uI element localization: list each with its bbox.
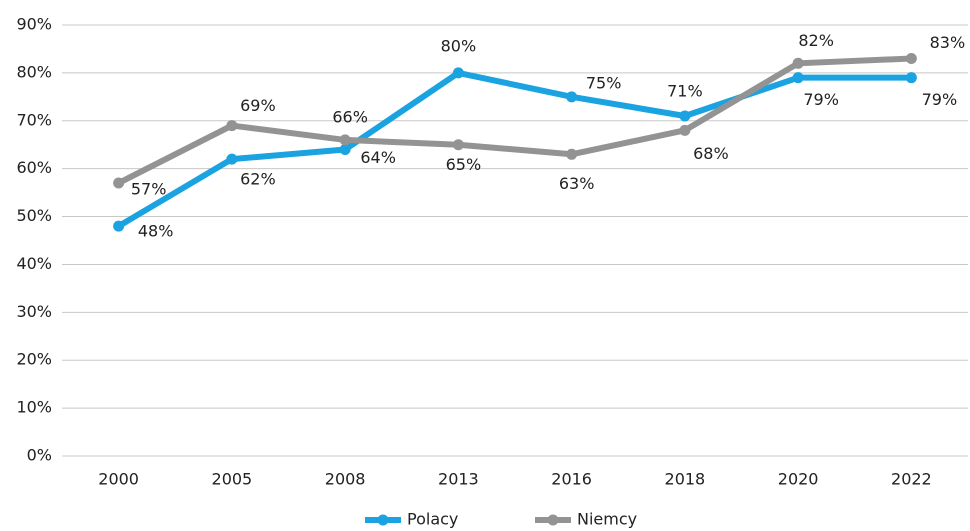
data-label: 83% — [930, 33, 966, 52]
y-tick-label: 60% — [16, 158, 52, 177]
legend-marker — [547, 514, 559, 526]
y-tick-label: 50% — [16, 206, 52, 225]
y-tick-label: 0% — [27, 446, 52, 465]
x-tick-label: 2016 — [551, 470, 592, 489]
data-point — [226, 120, 238, 132]
data-label: 79% — [803, 90, 839, 109]
data-point — [792, 57, 804, 69]
series-line — [117, 69, 912, 229]
x-tick-label: 2005 — [212, 470, 253, 489]
data-point — [679, 110, 691, 122]
data-point — [339, 134, 351, 146]
data-point — [792, 72, 804, 84]
y-tick-label: 80% — [16, 62, 52, 81]
data-point — [566, 91, 578, 103]
legend-label: Polacy — [407, 510, 458, 529]
data-label: 75% — [586, 73, 622, 92]
data-point — [679, 124, 691, 136]
data-label: 65% — [446, 155, 482, 174]
data-label: 79% — [922, 90, 958, 109]
series-line — [117, 55, 912, 186]
data-point — [226, 153, 238, 165]
data-point — [905, 53, 917, 65]
data-label: 62% — [240, 170, 276, 189]
legend-label: Niemcy — [577, 510, 637, 529]
x-tick-label: 2000 — [98, 470, 139, 489]
x-tick-label: 2022 — [891, 470, 932, 489]
x-tick-label: 2018 — [665, 470, 706, 489]
data-point — [113, 220, 125, 232]
y-tick-label: 70% — [16, 110, 52, 129]
data-point — [905, 72, 917, 84]
data-point — [113, 177, 125, 189]
y-tick-label: 20% — [16, 350, 52, 369]
x-tick-label: 2008 — [325, 470, 366, 489]
y-tick-label: 40% — [16, 254, 52, 273]
data-label: 71% — [667, 81, 703, 100]
data-label: 57% — [131, 180, 167, 199]
data-label: 48% — [138, 222, 174, 241]
data-label: 66% — [332, 107, 368, 126]
data-point — [339, 144, 351, 156]
x-tick-label: 2020 — [778, 470, 819, 489]
data-point — [452, 67, 464, 79]
x-tick-label: 2013 — [438, 470, 479, 489]
data-point — [566, 148, 578, 160]
legend-marker — [377, 514, 389, 526]
data-label: 64% — [360, 148, 396, 167]
data-label: 82% — [798, 31, 834, 50]
y-tick-label: 30% — [16, 302, 52, 321]
data-label: 63% — [559, 174, 595, 193]
data-label: 69% — [240, 96, 276, 115]
data-point — [452, 139, 464, 151]
y-tick-label: 10% — [16, 398, 52, 417]
y-tick-label: 90% — [16, 15, 52, 34]
data-label: 68% — [693, 144, 729, 163]
data-label: 80% — [441, 36, 477, 55]
